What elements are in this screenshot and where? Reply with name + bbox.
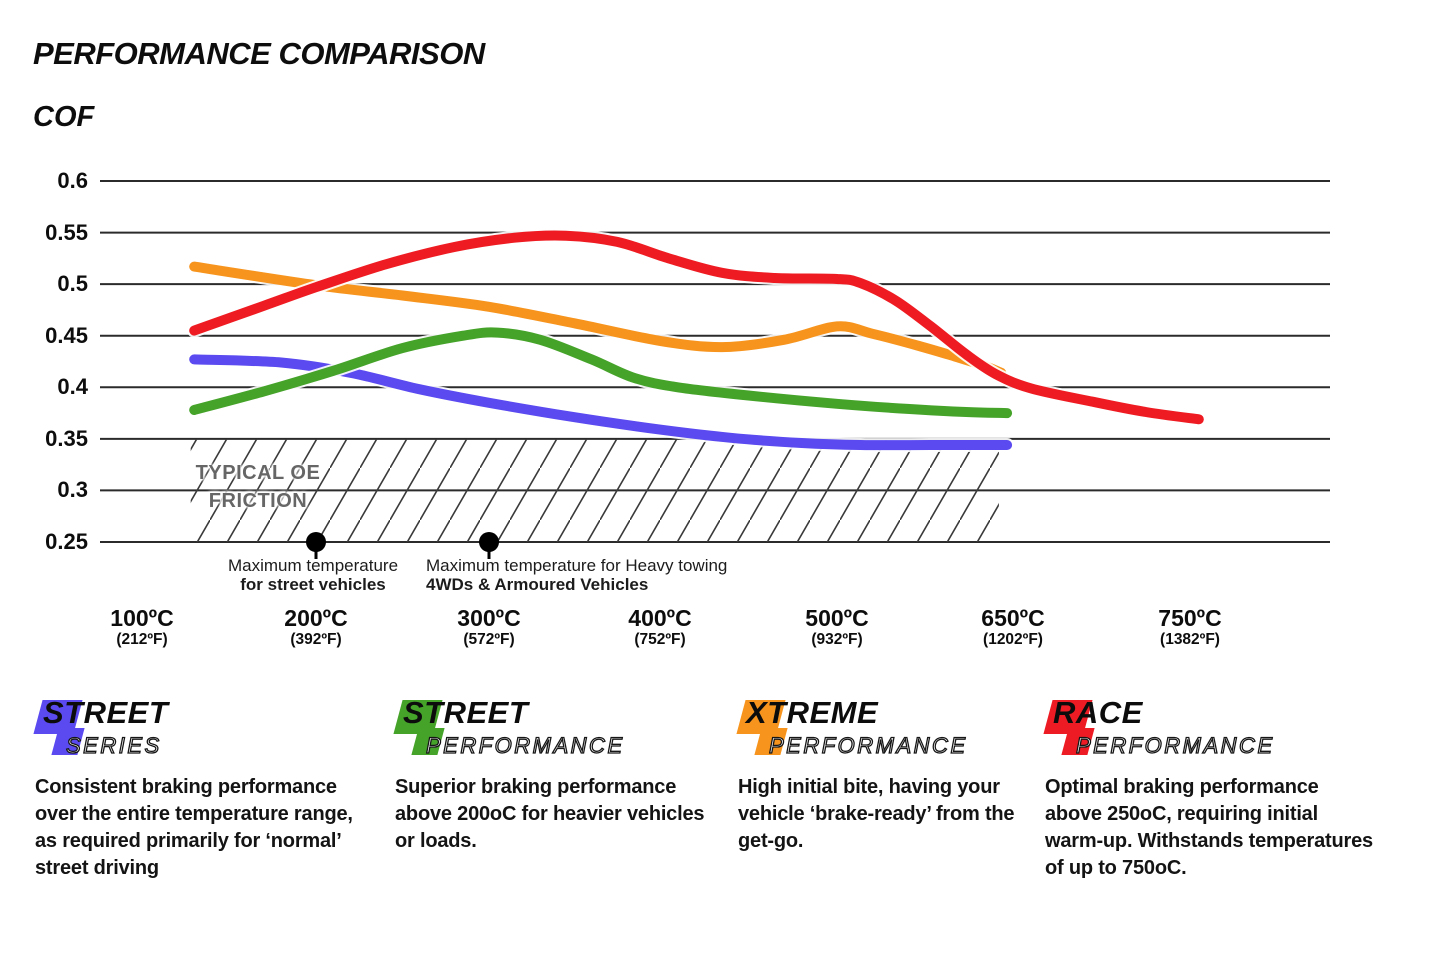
x-tick-label: 400ºC (752ºF) (590, 606, 730, 649)
temperature-markers (306, 532, 499, 559)
street-performance-description: Superior braking performance above 200oC… (395, 776, 705, 852)
series-curves (187, 228, 1206, 453)
towing-max-temp-note: Maximum temperature for Heavy towing 4WD… (426, 556, 756, 594)
street-performance-curve (189, 327, 1013, 419)
race-performance-logo-word1: RACE (1053, 695, 1143, 730)
cof-axis-title: COF (33, 101, 95, 133)
street-series-logo-word1: STREET (43, 695, 169, 730)
x-tick-label: 750ºC (1382ºF) (1120, 606, 1260, 649)
y-tick-label: 0.25 (45, 529, 88, 554)
x-tick-celsius: 300ºC (457, 605, 521, 631)
street-performance-logo-word2: PERFORMANCE (425, 732, 625, 758)
y-tick-label: 0.35 (45, 425, 88, 451)
race-performance-logo-word2: PERFORMANCE (1075, 732, 1275, 758)
xtreme-performance-description: High initial bite, having your vehicle ‘… (738, 776, 1015, 852)
street-series-logo: SERIES STREET (33, 695, 367, 761)
marker-dot-2 (479, 532, 499, 552)
xtreme-performance-logo-word1: XTREME (746, 695, 879, 730)
performance-chart (100, 180, 1330, 559)
street-performance-logo: PERFORMANCE STREET (393, 695, 717, 761)
x-tick-celsius: 500ºC (805, 605, 869, 631)
street-max-temp-note-line2: for street vehicles (240, 575, 386, 594)
x-tick-celsius: 750ºC (1158, 605, 1222, 631)
oe-friction-zone (190, 438, 999, 542)
x-tick-fahrenheit: (1202ºF) (983, 631, 1043, 648)
y-tick-label: 0.45 (45, 322, 88, 348)
y-tick-label: 0.4 (57, 374, 88, 400)
product-street-series: SERIES STREET Consistent braking perform… (33, 695, 367, 882)
street-max-temp-note: Maximum temperature for street vehicles (203, 556, 423, 594)
x-tick-celsius: 650ºC (981, 605, 1045, 631)
street-series-logo-word2: SERIES (65, 732, 162, 758)
x-tick-fahrenheit: (1382ºF) (1160, 631, 1220, 648)
product-street-performance: PERFORMANCE STREET Superior braking perf… (393, 695, 717, 855)
marker-dot-1 (306, 532, 326, 552)
street-performance-logo-word1: STREET (403, 695, 529, 730)
y-tick-label: 0.3 (57, 477, 88, 503)
x-tick-fahrenheit: (752ºF) (634, 631, 686, 648)
x-tick-fahrenheit: (212ºF) (116, 631, 168, 648)
race-performance-curve (189, 230, 1204, 425)
x-tick-label: 200ºC (392ºF) (246, 606, 386, 649)
towing-max-temp-note-line2: 4WDs & Armoured Vehicles (426, 575, 649, 594)
oe-friction-label: TYPICAL OE FRICTION (148, 459, 368, 515)
product-xtreme-performance: PERFORMANCE XTREME High initial bite, ha… (736, 695, 1030, 855)
product-race-performance: PERFORMANCE RACE Optimal braking perform… (1043, 695, 1377, 882)
x-tick-fahrenheit: (572ºF) (463, 631, 515, 648)
y-tick-label: 0.6 (57, 168, 88, 193)
xtreme-performance-logo-word2: PERFORMANCE (768, 732, 968, 758)
xtreme-performance-curve (189, 261, 1007, 378)
race-performance-logo: PERFORMANCE RACE (1043, 695, 1377, 761)
x-tick-fahrenheit: (392ºF) (290, 631, 342, 648)
xtreme-performance-logo: PERFORMANCE XTREME (736, 695, 1030, 761)
x-tick-label: 500ºC (932ºF) (767, 606, 907, 649)
x-tick-celsius: 200ºC (284, 605, 348, 631)
towing-max-temp-note-line1: Maximum temperature for Heavy towing (426, 556, 728, 575)
oe-friction-label-line1: TYPICAL OE (195, 462, 321, 484)
y-tick-label: 0.55 (45, 219, 88, 245)
page-title: PERFORMANCE COMPARISON (33, 36, 485, 71)
x-tick-celsius: 100ºC (110, 605, 174, 631)
x-tick-label: 650ºC (1202ºF) (943, 606, 1083, 649)
x-tick-label: 100ºC (212ºF) (72, 606, 212, 649)
street-max-temp-note-line1: Maximum temperature (227, 556, 399, 575)
race-performance-description: Optimal braking performance above 250oC,… (1045, 776, 1373, 879)
oe-friction-label-line2: FRICTION (208, 490, 308, 512)
street-series-description: Consistent braking performance over the … (35, 776, 353, 879)
x-tick-celsius: 400ºC (628, 605, 692, 631)
oe-hatch-rect (190, 438, 999, 542)
y-tick-label: 0.5 (57, 271, 88, 297)
x-tick-label: 300ºC (572ºF) (419, 606, 559, 649)
x-tick-fahrenheit: (932ºF) (811, 631, 863, 648)
